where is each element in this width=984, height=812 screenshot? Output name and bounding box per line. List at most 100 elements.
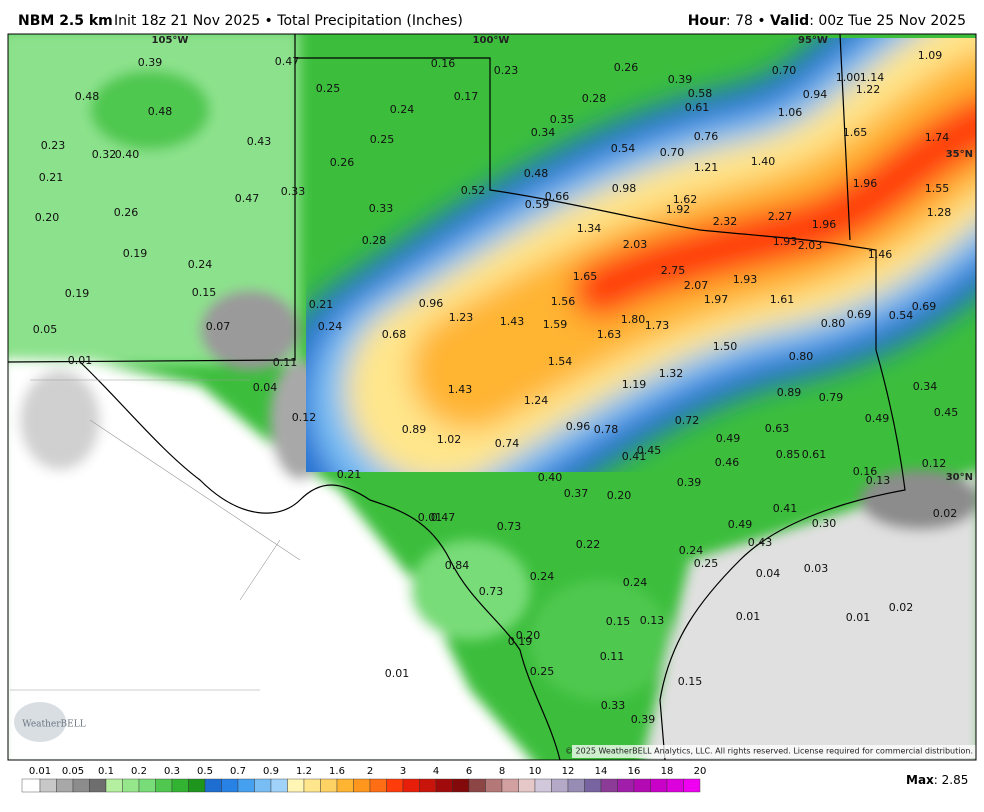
legend-label: 2	[367, 766, 373, 777]
precip-label: 0.49	[716, 432, 741, 445]
precip-label: 0.26	[114, 206, 139, 219]
legend-label: 12	[562, 766, 575, 777]
precip-label: 0.98	[612, 182, 637, 195]
legend-swatch	[21, 778, 41, 793]
precip-label: 1.65	[843, 126, 868, 139]
precip-label: 0.39	[631, 713, 656, 726]
precip-label: 0.54	[611, 142, 636, 155]
precip-label: 0.24	[679, 544, 704, 557]
precip-label: 0.58	[688, 87, 713, 100]
legend-swatch	[270, 778, 288, 793]
precip-label: 0.89	[777, 386, 802, 399]
legend-swatch	[650, 778, 668, 793]
hour-label: Hour	[688, 13, 726, 29]
precip-label: 0.48	[148, 105, 173, 118]
legend-swatch	[353, 778, 371, 793]
legend-label: 6	[466, 766, 472, 777]
precip-label: 0.05	[33, 323, 58, 336]
precip-label: 0.84	[445, 559, 470, 572]
precip-label: 0.01	[385, 667, 410, 680]
legend-swatch	[633, 778, 651, 793]
precip-label: 1.28	[927, 206, 952, 219]
precip-label: 0.19	[65, 287, 90, 300]
precip-label: 0.04	[253, 381, 278, 394]
precip-label: 1.19	[622, 378, 647, 391]
precip-label: 1.61	[770, 293, 795, 306]
legend-label: 18	[661, 766, 674, 777]
legend-swatch	[89, 778, 107, 793]
max-value: Max: 2.85	[906, 773, 968, 787]
precip-label: 2.03	[798, 239, 823, 252]
precip-label: 0.79	[819, 391, 844, 404]
legend-swatch	[155, 778, 173, 793]
grid-label: 30°N	[946, 472, 973, 483]
precip-label: 1.24	[524, 394, 549, 407]
legend-swatch	[468, 778, 486, 793]
precip-label: 0.12	[922, 457, 947, 470]
legend-swatch	[237, 778, 255, 793]
precip-label: 1.62	[673, 193, 698, 206]
precip-label: 1.00	[836, 71, 861, 84]
precip-label: 0.66	[545, 190, 570, 203]
precip-label: 0.16	[431, 57, 456, 70]
precip-label: 1.46	[868, 248, 893, 261]
precip-label: 0.80	[821, 317, 846, 330]
precip-label: 1.73	[645, 319, 670, 332]
precip-label: 0.59	[525, 198, 550, 211]
legend-swatch	[485, 778, 503, 793]
precip-label: 0.20	[607, 489, 632, 502]
precip-label: 0.76	[694, 130, 719, 143]
precip-label: 0.25	[694, 557, 719, 570]
precip-label: 0.48	[75, 90, 100, 103]
precip-label: 0.28	[582, 92, 607, 105]
precip-label: 0.63	[765, 422, 790, 435]
precip-label: 0.89	[402, 423, 427, 436]
legend-label: 0.3	[164, 766, 180, 777]
precip-label: 1.59	[543, 318, 568, 331]
precip-label: 0.02	[933, 507, 958, 520]
precip-label: 0.47	[431, 511, 456, 524]
precip-label: 2.75	[661, 264, 686, 277]
precip-label: 0.21	[39, 171, 64, 184]
precip-label: 0.21	[309, 298, 334, 311]
precip-label: 0.73	[497, 520, 522, 533]
precip-label: 0.24	[530, 570, 555, 583]
precip-label: 0.74	[495, 437, 520, 450]
model-name: NBM 2.5 km	[18, 13, 113, 29]
grid-label: 100°W	[473, 35, 510, 46]
precip-label: 0.96	[419, 297, 444, 310]
legend-label: 16	[628, 766, 641, 777]
precip-label: 0.03	[804, 562, 829, 575]
precip-label: 1.43	[448, 383, 473, 396]
precip-label: 0.85	[776, 448, 801, 461]
precip-label: 0.01	[736, 610, 761, 623]
precip-label: 0.52	[461, 184, 486, 197]
legend: 0.01 0.05 0.1 0.2 0.3 0.5 0.7 0.9 1.2 1.6 2 3 4 6 8 10 1…	[21, 766, 706, 793]
max-text: : 2.85	[934, 773, 969, 787]
precip-label: 0.80	[789, 350, 814, 363]
precip-label: 1.56	[551, 295, 576, 308]
legend-swatch	[666, 778, 684, 793]
precip-label: 0.33	[281, 185, 306, 198]
map: 0.39 0.47 0.16 0.23 0.26 0.39 0.70 1.09 1.00 1.14…	[8, 34, 976, 760]
legend-label: 10	[529, 766, 542, 777]
legend-swatch	[138, 778, 156, 793]
precip-label: 2.27	[768, 210, 793, 223]
precip-label: 0.48	[524, 167, 549, 180]
precip-label: 0.46	[715, 456, 740, 469]
precip-label: 1.92	[666, 203, 691, 216]
precip-label: 0.69	[912, 300, 937, 313]
precip-label: 0.20	[35, 211, 60, 224]
precip-label: 0.17	[454, 90, 479, 103]
precip-label: 1.23	[449, 311, 474, 324]
precip-label: 1.06	[778, 106, 803, 119]
precip-label: 1.54	[548, 355, 573, 368]
borders	[8, 34, 906, 760]
precip-label: 0.54	[889, 309, 914, 322]
precip-label: 0.34	[531, 126, 556, 139]
precip-label: 2.32	[713, 215, 738, 228]
precip-label: 1.55	[925, 182, 950, 195]
legend-swatch	[501, 778, 519, 793]
legend-swatch	[39, 778, 57, 793]
precip-label: 0.47	[275, 55, 300, 68]
